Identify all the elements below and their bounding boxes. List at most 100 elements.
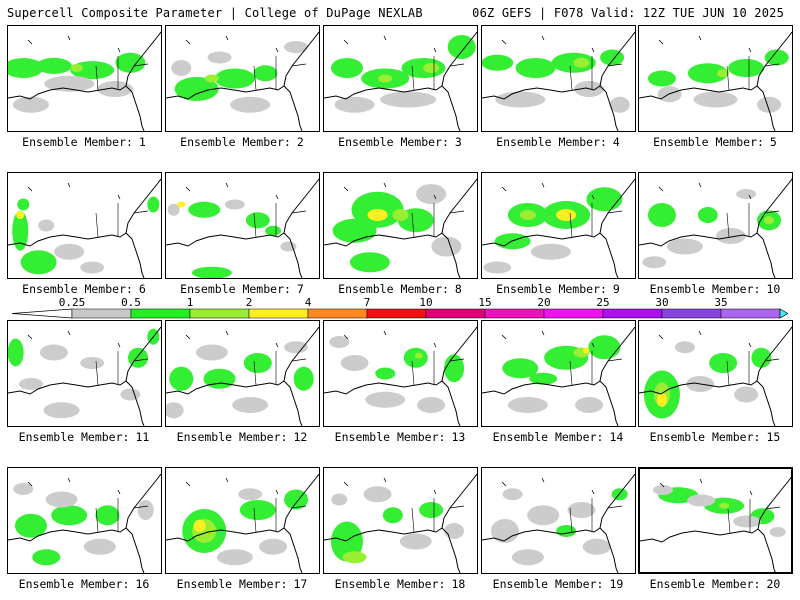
scp-contour-area xyxy=(375,367,396,380)
coastline-outline xyxy=(324,527,461,573)
colorbar-tick-label: 15 xyxy=(478,296,491,309)
scp-contour-area xyxy=(611,488,628,501)
scp-contour-area xyxy=(674,341,695,354)
ensemble-map-panel xyxy=(165,467,320,574)
coastline-outline xyxy=(639,232,776,278)
coastline-outline xyxy=(757,476,791,530)
scp-contour-area xyxy=(529,372,558,385)
colorbar-segment xyxy=(602,308,663,319)
ensemble-map-panel xyxy=(638,172,793,279)
scp-contour-area xyxy=(265,225,282,236)
scp-contour-area xyxy=(515,58,556,78)
ensemble-map-panel xyxy=(165,320,320,427)
coastline-outline xyxy=(343,35,465,67)
scp-contour-map xyxy=(482,473,635,573)
scp-contour-area xyxy=(332,218,377,243)
scp-contour-area xyxy=(666,238,703,255)
scp-contour-area xyxy=(284,341,309,354)
member-label-prefix: Ensemble Member: xyxy=(649,430,761,444)
ensemble-map-panel xyxy=(638,320,793,427)
coastline-outline xyxy=(727,499,751,534)
ensemble-member-label: Ensemble Member: 13 xyxy=(321,430,479,444)
coastline-outline xyxy=(482,232,619,278)
scp-contour-area xyxy=(137,500,154,520)
ensemble-member-label: Ensemble Member: 3 xyxy=(321,135,479,149)
scp-contour-area xyxy=(583,347,590,354)
colorbar-tick-label: 10 xyxy=(419,296,432,309)
ensemble-member-label: Ensemble Member: 20 xyxy=(636,577,794,591)
ensemble-member-label: Ensemble Member: 11 xyxy=(5,430,163,444)
member-number: 4 xyxy=(612,135,620,149)
coastline-outline xyxy=(166,380,303,426)
scp-contour-area xyxy=(83,538,116,555)
ensemble-map-panel xyxy=(7,25,162,132)
scp-contour-area xyxy=(575,397,604,413)
member-label-prefix: Ensemble Member: xyxy=(492,577,604,591)
scp-contour-area xyxy=(284,41,309,53)
scp-contour-area xyxy=(203,368,236,389)
scp-contour-area xyxy=(293,366,314,391)
coastline-outline xyxy=(658,330,780,362)
colorbar-segment xyxy=(307,308,368,319)
coastline-outline xyxy=(125,178,161,234)
scp-contour-area xyxy=(44,75,95,92)
member-number: 19 xyxy=(609,577,624,591)
scp-contour-area xyxy=(120,388,141,401)
coastline-outline xyxy=(95,351,119,386)
colorbar-segment xyxy=(661,308,722,319)
scp-contour-area xyxy=(728,59,765,77)
scp-contour-map xyxy=(639,31,792,131)
scp-contour-area xyxy=(167,203,180,216)
colorbar-tick-label: 0.5 xyxy=(121,296,141,309)
scp-contour-area xyxy=(115,52,146,73)
scp-contour-area xyxy=(507,397,548,413)
ensemble-member-label: Ensemble Member: 19 xyxy=(479,577,637,591)
ensemble-map-panel xyxy=(638,25,793,132)
scp-contour-area xyxy=(334,96,375,113)
ensemble-map-panel xyxy=(481,467,636,574)
coastline-outline xyxy=(166,527,303,573)
member-label-prefix: Ensemble Member: xyxy=(176,430,288,444)
coastline-outline xyxy=(599,326,635,382)
scp-contour-area xyxy=(693,91,738,108)
scp-contour-area xyxy=(414,352,423,359)
colorbar-tick-label: 1 xyxy=(187,296,194,309)
member-number: 3 xyxy=(454,135,462,149)
ensemble-map-panel xyxy=(638,467,793,574)
scp-contour-area xyxy=(530,243,571,260)
scp-contour-area xyxy=(8,58,44,78)
colorbar-segment xyxy=(543,308,604,319)
ensemble-map-panel xyxy=(7,467,162,574)
scp-contour-area xyxy=(586,187,623,212)
coastline-outline xyxy=(324,380,461,426)
member-number: 10 xyxy=(766,282,781,296)
coastline-outline xyxy=(756,178,792,234)
coastline-outline xyxy=(27,330,149,362)
scp-contour-area xyxy=(444,523,465,539)
member-label-prefix: Ensemble Member: xyxy=(496,282,607,296)
coastline-outline xyxy=(501,330,623,362)
scp-contour-area xyxy=(736,189,757,199)
scp-contour-area xyxy=(245,212,270,229)
scp-contour-area xyxy=(147,196,160,213)
ensemble-map-panel xyxy=(165,172,320,279)
scp-contour-area xyxy=(166,402,184,419)
coastline-outline xyxy=(726,203,750,238)
coastline-outline xyxy=(253,351,277,386)
member-number: 11 xyxy=(135,430,150,444)
ensemble-member-label: Ensemble Member: 12 xyxy=(163,430,321,444)
scp-contour-area xyxy=(642,256,667,269)
scp-contour-area xyxy=(12,210,29,251)
scp-contour-area xyxy=(171,60,192,76)
scp-contour-area xyxy=(751,347,772,368)
scp-contour-area xyxy=(80,357,105,369)
ensemble-map-panel xyxy=(481,25,636,132)
scp-contour-area xyxy=(573,57,590,68)
scp-contour-area xyxy=(191,266,232,278)
coastline-outline xyxy=(253,498,277,533)
coastline-outline xyxy=(125,31,161,87)
coastline-outline xyxy=(501,35,623,67)
scp-contour-area xyxy=(216,549,253,566)
colorbar-tick-label: 7 xyxy=(364,296,371,309)
scp-contour-area xyxy=(719,502,730,509)
